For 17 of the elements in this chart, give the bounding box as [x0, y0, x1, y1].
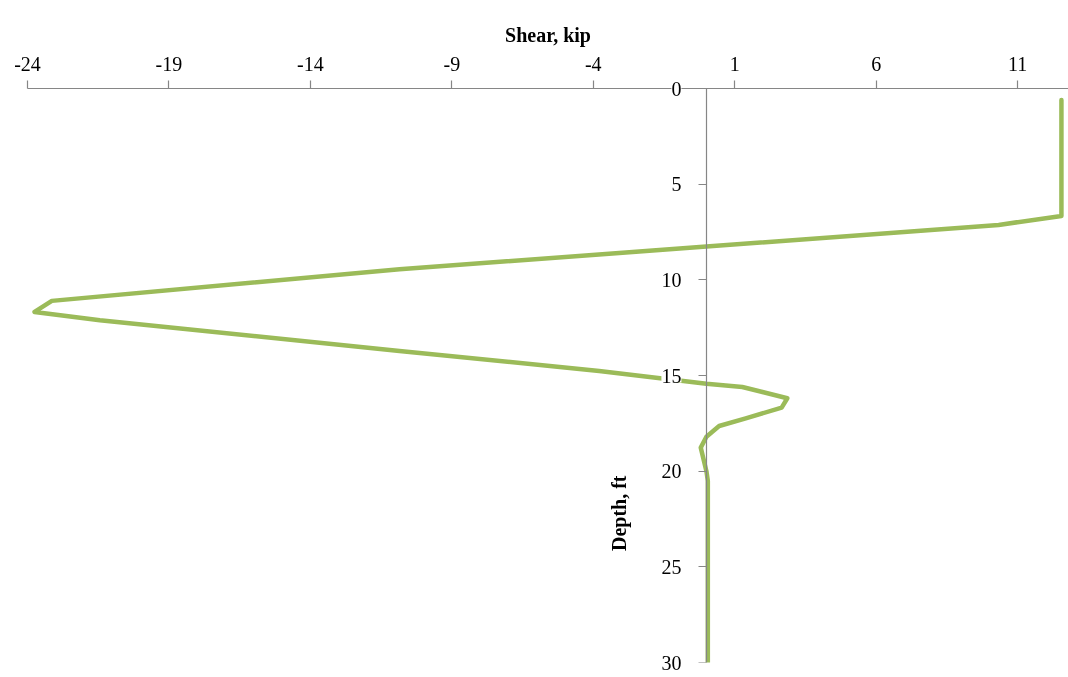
- y-tick-label: 25: [661, 555, 682, 578]
- x-tick-label: -9: [443, 52, 461, 75]
- y-tick-label: 10: [661, 268, 682, 291]
- x-tick-label: -24: [14, 52, 41, 75]
- x-tick-label: -14: [297, 52, 324, 75]
- y-tick-label: 30: [661, 651, 682, 674]
- x-tick-label: 1: [729, 52, 740, 75]
- y-tick-label: 0: [671, 77, 682, 100]
- x-tick-label: -19: [155, 52, 183, 75]
- y-tick-label: 15: [661, 364, 682, 387]
- y-axis-title: Depth, ft: [608, 475, 632, 552]
- x-axis-title: Shear, kip: [505, 23, 591, 47]
- x-tick-label: -4: [584, 52, 602, 75]
- x-tick-label: 6: [871, 52, 882, 75]
- y-tick-label: 5: [671, 173, 682, 196]
- x-tick-label: 11: [1007, 52, 1028, 75]
- y-tick-label: 20: [661, 460, 682, 483]
